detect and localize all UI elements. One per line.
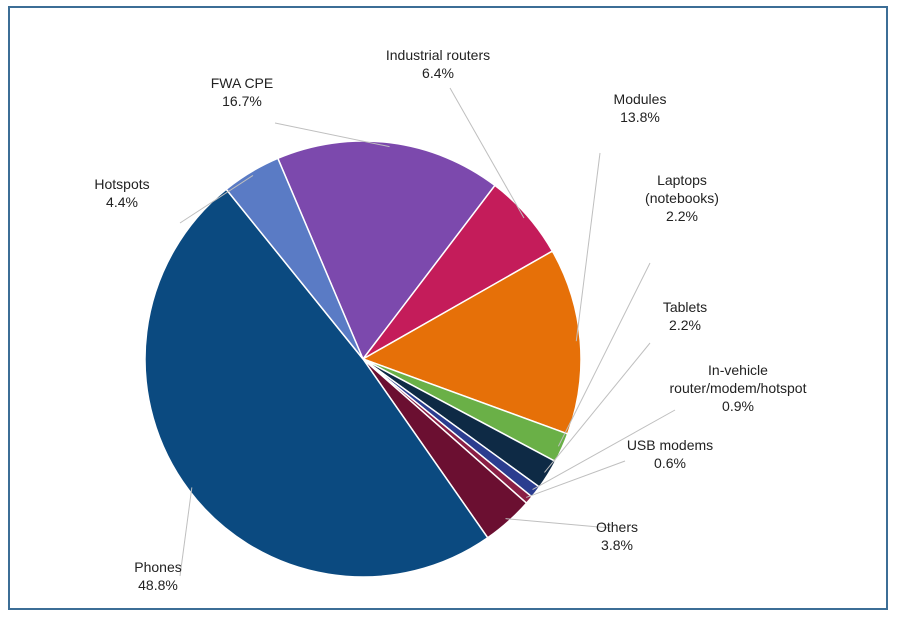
slice-label: Industrial routers 6.4%: [386, 47, 490, 81]
slice-name-label: (notebooks): [645, 190, 719, 206]
slice-label: Modules 13.8%: [614, 91, 667, 125]
slice-name-label: Tablets: [663, 299, 707, 315]
slice-value-label: 3.8%: [601, 537, 633, 553]
slice-label: USB modems 0.6%: [627, 437, 713, 471]
pie-slice-fwa-cpe: [276, 140, 496, 361]
slice-value-label: 2.2%: [669, 317, 701, 333]
slice-value-label: 48.8%: [138, 577, 178, 593]
leader-line: [449, 87, 525, 219]
slice-name-label: Modules: [614, 91, 667, 107]
slice-value-label: 4.4%: [106, 194, 138, 210]
leader-line: [575, 152, 601, 342]
leader-line: [179, 487, 193, 577]
slice-value-label: 6.4%: [422, 65, 454, 81]
slice-value-label: 16.7%: [222, 93, 262, 109]
slice-label: Phones 48.8%: [134, 559, 181, 593]
slice-label: Hotspots 4.4%: [94, 176, 149, 210]
leader-line: [274, 122, 390, 148]
slice-label: In-vehicle router/modem/hotspot 0.9%: [670, 362, 807, 414]
leader-lines: [179, 87, 676, 577]
pie-chart: FWA CPE 16.7% Industrial routers 6.4% Module…: [94, 47, 806, 593]
slice-value-label: 0.6%: [654, 455, 686, 471]
pie-slices: [144, 140, 582, 578]
slice-labels: FWA CPE 16.7% Industrial routers 6.4% Module…: [94, 47, 806, 593]
leader-line: [532, 409, 676, 491]
slice-name-label: Industrial routers: [386, 47, 490, 63]
leader-line: [505, 518, 611, 529]
slice-label: Tablets 2.2%: [663, 299, 707, 333]
chart-frame: FWA CPE 16.7% Industrial routers 6.4% Module…: [8, 6, 888, 610]
slice-name-label: FWA CPE: [211, 75, 274, 91]
slice-label: Laptops (notebooks) 2.2%: [645, 172, 719, 224]
leader-line: [526, 460, 626, 498]
slice-label: FWA CPE 16.7%: [211, 75, 274, 109]
slice-name-label: Others: [596, 519, 638, 535]
pie-slice-phones: [144, 188, 489, 578]
slice-name-label: USB modems: [627, 437, 713, 453]
slice-name-label: Hotspots: [94, 176, 149, 192]
slice-value-label: 2.2%: [666, 208, 698, 224]
slice-value-label: 0.9%: [722, 398, 754, 414]
leader-line: [179, 175, 254, 224]
slice-name-label: In-vehicle: [708, 362, 768, 378]
slice-label: Others 3.8%: [596, 519, 638, 553]
pie-slice-hotspots: [225, 157, 364, 360]
slice-name-label: router/modem/hotspot: [670, 380, 807, 396]
slice-value-label: 13.8%: [620, 109, 660, 125]
leader-line: [544, 342, 651, 473]
slice-name-label: Phones: [134, 559, 181, 575]
leader-line: [557, 262, 651, 447]
slice-name-label: Laptops: [657, 172, 707, 188]
